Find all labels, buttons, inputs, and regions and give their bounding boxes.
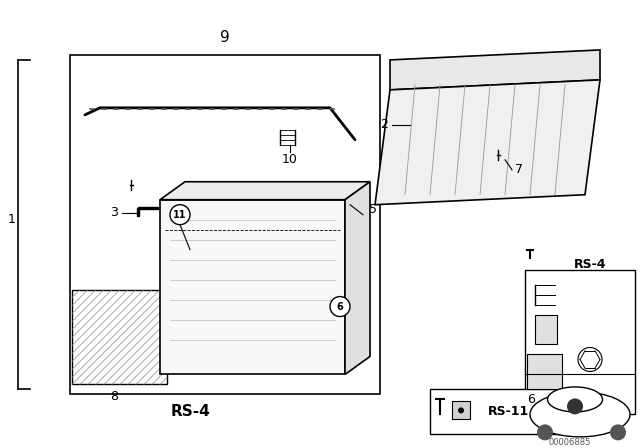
Bar — [527, 354, 562, 389]
Text: 6: 6 — [527, 393, 535, 406]
FancyArrow shape — [137, 208, 139, 215]
Circle shape — [537, 424, 553, 440]
Polygon shape — [345, 182, 370, 375]
Circle shape — [610, 424, 626, 440]
Polygon shape — [375, 80, 600, 205]
Polygon shape — [160, 182, 370, 200]
Text: RS-4: RS-4 — [170, 404, 210, 419]
Bar — [70, 55, 380, 394]
Text: 8: 8 — [111, 390, 118, 403]
Text: 1: 1 — [8, 213, 16, 226]
Bar — [160, 200, 345, 375]
Bar — [535, 314, 557, 345]
Circle shape — [567, 398, 583, 414]
Text: RS-4: RS-4 — [574, 258, 607, 271]
Ellipse shape — [547, 387, 602, 412]
Text: 9: 9 — [220, 30, 230, 45]
Text: 11: 11 — [173, 210, 187, 220]
Circle shape — [170, 205, 190, 225]
Text: RS-11: RS-11 — [488, 405, 529, 418]
Bar — [525, 270, 635, 414]
Circle shape — [458, 407, 464, 414]
Bar — [452, 401, 470, 419]
Text: 10: 10 — [282, 153, 298, 166]
Text: 3: 3 — [110, 206, 118, 219]
Text: 00006885: 00006885 — [549, 438, 591, 447]
Text: 5: 5 — [369, 203, 377, 216]
Circle shape — [330, 297, 350, 317]
Bar — [430, 389, 560, 435]
Bar — [72, 289, 167, 384]
Text: 6: 6 — [337, 302, 344, 311]
Text: 2: 2 — [380, 118, 388, 131]
Text: 7: 7 — [515, 163, 523, 176]
FancyArrow shape — [138, 207, 158, 209]
Circle shape — [578, 348, 602, 371]
Ellipse shape — [530, 392, 630, 437]
Polygon shape — [390, 50, 600, 90]
